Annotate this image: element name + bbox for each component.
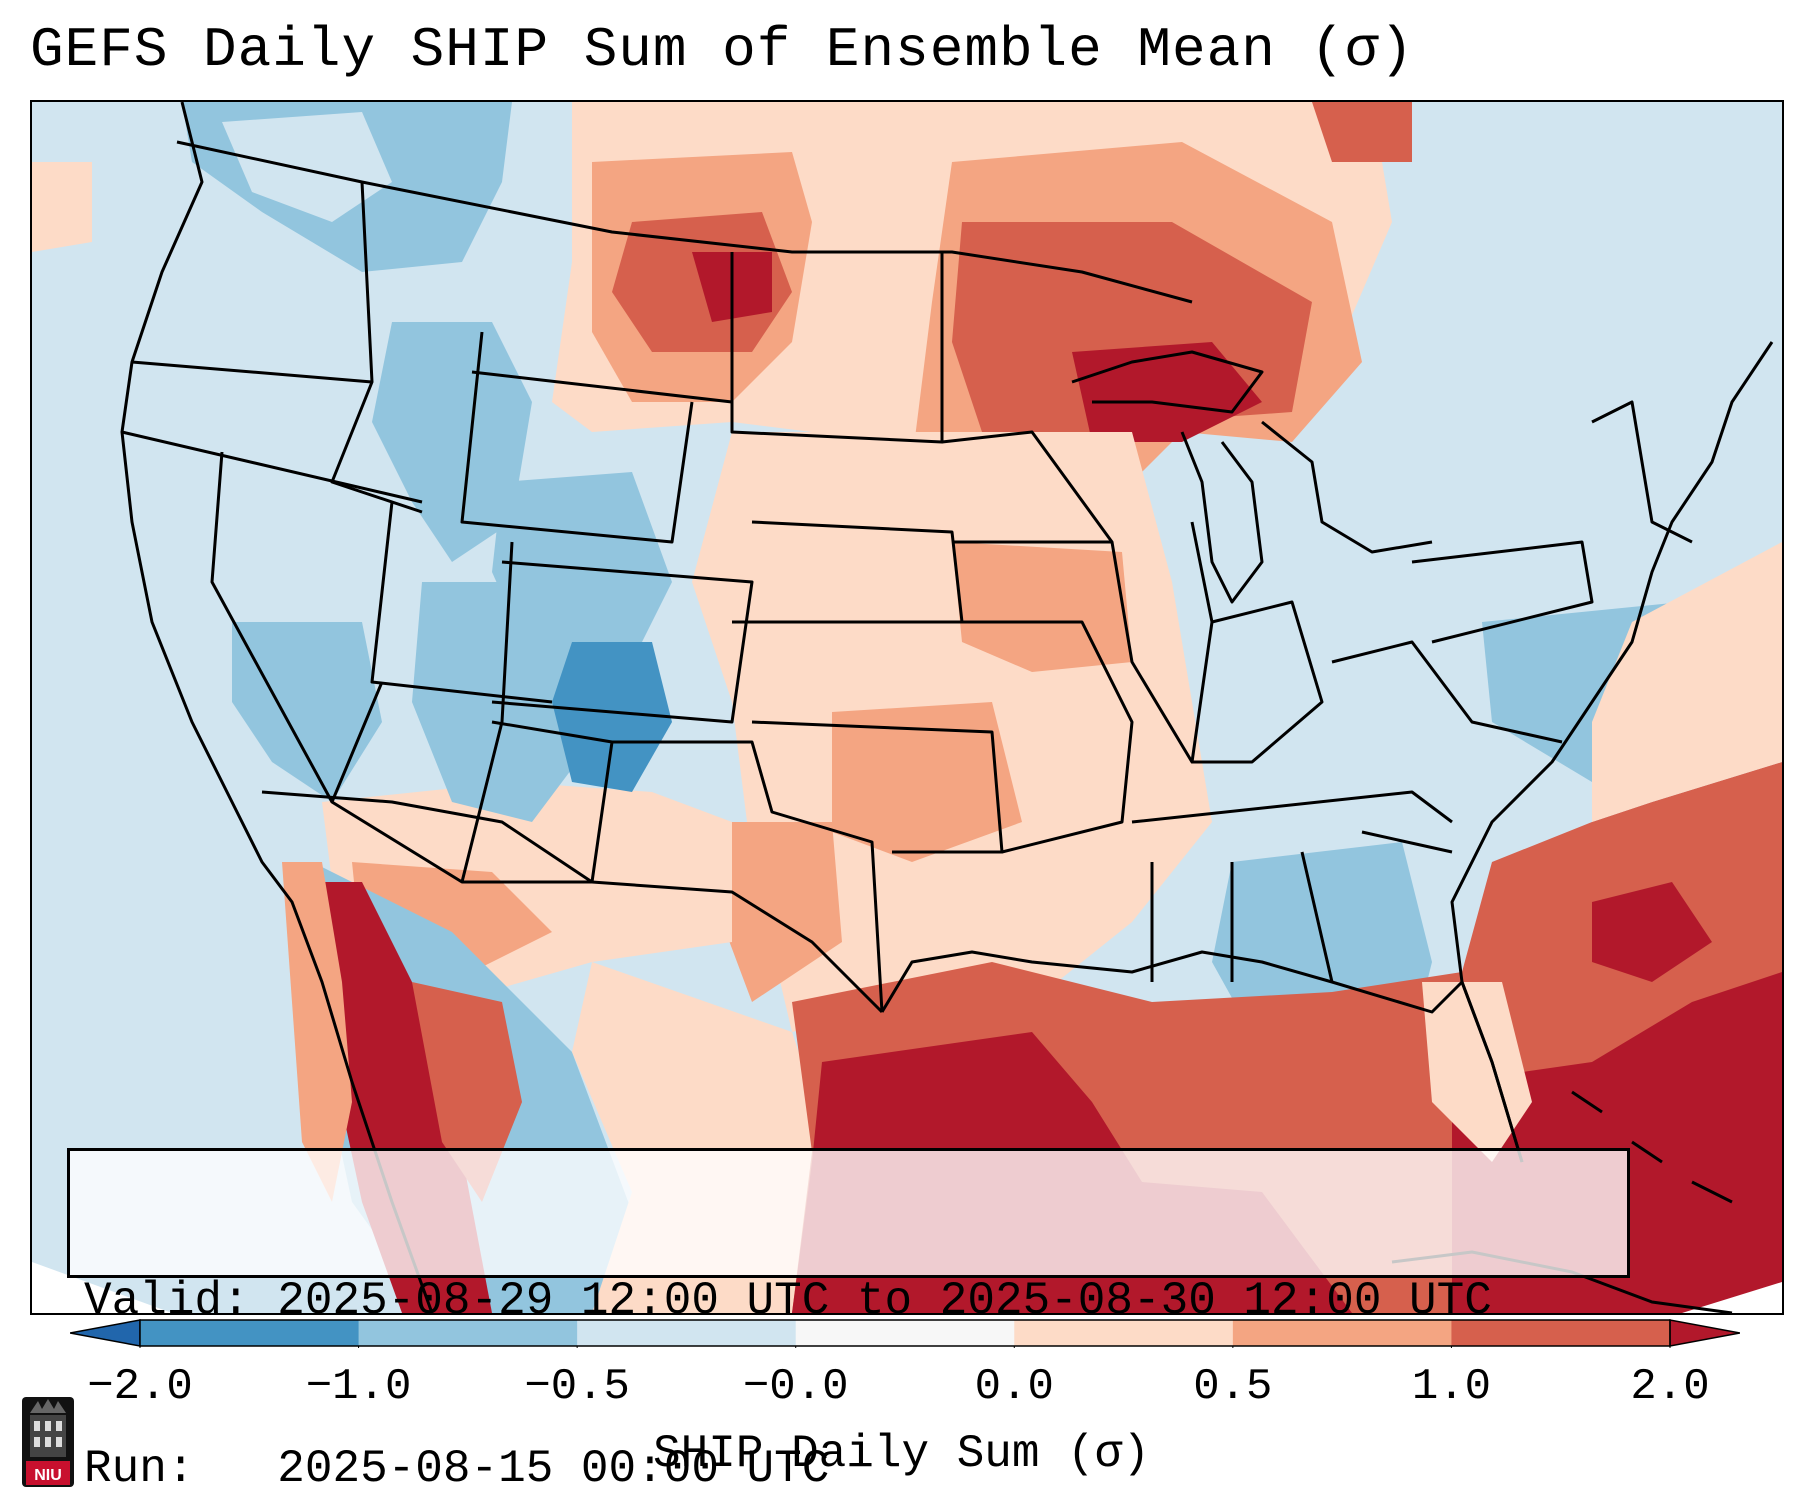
run-label: Run: xyxy=(84,1443,195,1495)
region-pacific-pink xyxy=(32,162,92,252)
border-mt-wy xyxy=(471,370,733,404)
colorbar-segment xyxy=(577,1320,797,1346)
colorbar-segment xyxy=(1232,1320,1452,1346)
region-mexico-pink xyxy=(412,982,522,1202)
colorbar-segment xyxy=(140,1320,360,1346)
logo-text: NIU xyxy=(34,1467,62,1484)
colorbar-tick-label: −0.0 xyxy=(742,1362,849,1412)
colorbar-segment xyxy=(1451,1320,1671,1346)
region-kansas xyxy=(832,702,1022,862)
colorbar-tick-label: 0.5 xyxy=(1193,1362,1273,1412)
colorbar-extend-low xyxy=(70,1319,141,1347)
region-atlantic-light xyxy=(1592,542,1782,822)
border-ms-al-ga xyxy=(1150,851,1334,983)
projection-edge-right xyxy=(1682,1282,1782,1313)
border-va-wv xyxy=(1331,640,1563,744)
colorbar-tick-label: 0.0 xyxy=(974,1362,1054,1412)
valid-value: 2025-08-29 12:00 UTC to 2025-08-30 12:00… xyxy=(277,1275,1492,1327)
colorbar-extend-high xyxy=(1669,1319,1740,1347)
west-coast xyxy=(120,102,434,1313)
valid-label: Valid: xyxy=(84,1275,250,1327)
border-oh-ky xyxy=(1192,600,1324,764)
colorbar-tick-label: −0.5 xyxy=(524,1362,630,1412)
border-co-ks xyxy=(491,560,754,724)
border-nm-tx xyxy=(612,740,884,1013)
region-texas-panhandle xyxy=(722,822,842,1002)
colorbar xyxy=(70,1319,1740,1348)
border-ut-co xyxy=(460,541,514,883)
border-nv-ut xyxy=(370,501,553,704)
border-mo-ar xyxy=(962,620,1134,854)
east-coast xyxy=(1450,341,1774,1163)
border-wy xyxy=(460,331,694,544)
colorbar-segment xyxy=(1014,1320,1234,1346)
border-ca-nv xyxy=(210,451,334,803)
valid-run-info-box: Valid: 2025-08-29 12:00 UTC to 2025-08-3… xyxy=(67,1148,1630,1495)
lake-huron-erie xyxy=(1261,420,1433,554)
bahamas xyxy=(1571,1090,1733,1204)
region-wa-light xyxy=(222,112,392,222)
run-value: 2025-08-15 00:00 UTC xyxy=(277,1443,830,1495)
border-or-ca xyxy=(121,430,423,504)
region-colorado xyxy=(552,642,672,792)
map-canvas xyxy=(32,102,1782,1313)
border-az-nm xyxy=(330,681,614,884)
region-atlantic-hotspot xyxy=(1592,882,1712,982)
border-dakotas xyxy=(730,252,944,444)
region-iowa xyxy=(952,542,1132,672)
border-mn-ia xyxy=(941,430,1114,544)
colorbar-label: SHIP Daily Sum (σ) xyxy=(653,1428,1150,1480)
colorbar-tick-label: −1.0 xyxy=(305,1362,412,1412)
region-hudson xyxy=(1312,102,1412,162)
border-id xyxy=(330,181,423,514)
border-new-england xyxy=(1591,400,1693,544)
lake-superior xyxy=(1071,350,1264,414)
valid-line: Valid: 2025-08-29 12:00 UTC to 2025-08-3… xyxy=(84,1273,1613,1329)
logo-icon xyxy=(22,1397,74,1487)
border-ks-ok xyxy=(751,720,1004,854)
border-tn xyxy=(1131,790,1453,824)
colorbar-outline xyxy=(139,1319,1671,1347)
border-ne-ks xyxy=(732,520,964,624)
chart-title: GEFS Daily SHIP Sum of Ensemble Mean (σ) xyxy=(30,18,1415,82)
colorbar-tick-label: −2.0 xyxy=(87,1362,193,1412)
region-nevada-blue xyxy=(232,622,382,802)
lake-michigan xyxy=(1180,431,1264,604)
border-sc-nc xyxy=(1361,830,1453,854)
niu-logo: NIU xyxy=(20,1395,76,1489)
colorbar-tick-label: 2.0 xyxy=(1630,1362,1710,1412)
region-florida-light xyxy=(1422,982,1532,1162)
run-line: Run: 2025-08-15 00:00 UTC xyxy=(84,1441,1613,1497)
map-panel xyxy=(30,100,1784,1315)
border-wa-or xyxy=(131,360,373,384)
colorbar-tick-label: 1.0 xyxy=(1411,1362,1492,1412)
colorbar-segment xyxy=(795,1320,1015,1346)
colorbar-segment xyxy=(358,1320,578,1346)
border-pa-ny xyxy=(1411,540,1594,644)
anomaly-field xyxy=(32,102,1782,1313)
region-idaho-blue xyxy=(372,322,532,562)
region-baja-pink xyxy=(282,862,352,1202)
